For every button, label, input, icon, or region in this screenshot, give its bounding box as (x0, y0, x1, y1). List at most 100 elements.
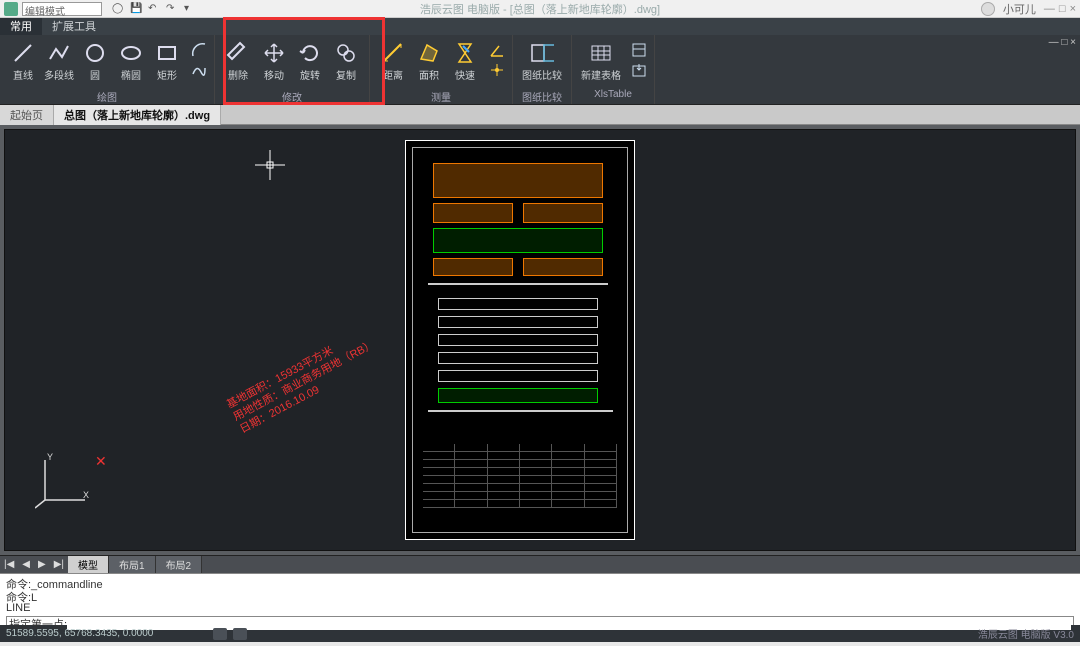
mode-dropdown[interactable]: 编辑模式 (22, 2, 102, 16)
tool-polyline[interactable]: 多段线 (42, 37, 76, 82)
tool-newtable-label: 新建表格 (581, 67, 621, 82)
version-label: 浩辰云图 电脑版 V3.0 (978, 626, 1074, 641)
tool-polyline-label: 多段线 (44, 67, 74, 82)
tool-ellipse[interactable]: 椭圆 (114, 37, 148, 82)
group-label-compare: 图纸比较 (522, 89, 562, 103)
layout-next-button[interactable]: ▶ (34, 559, 50, 570)
tool-erase[interactable]: 删除 (221, 37, 255, 82)
tool-circle-label: 圆 (90, 67, 100, 82)
draw-extra-tools (190, 37, 208, 79)
ribbon-group-measure: 距离 面积 快速 测量 (370, 35, 513, 104)
rotate-icon (298, 41, 322, 65)
quick-measure-icon (453, 41, 477, 65)
spline-icon[interactable] (190, 61, 208, 79)
maximize-button[interactable]: □ (1059, 3, 1066, 15)
qat-orb-icon[interactable]: ◯ (112, 3, 124, 15)
ribbon-tab-strip: 常用 扩展工具 (0, 18, 1080, 35)
tool-rect-label: 矩形 (157, 67, 177, 82)
grid-toggle-icon[interactable] (233, 628, 247, 640)
tool-compare-label: 图纸比较 (522, 67, 562, 82)
qat-dropdown-icon[interactable]: ▾ (184, 3, 196, 15)
close-button[interactable]: × (1070, 3, 1076, 15)
layout-tab-1[interactable]: 布局1 (109, 556, 156, 573)
tool-area[interactable]: 面积 (412, 37, 446, 82)
layout-prev-button[interactable]: ◀ (18, 559, 34, 570)
quick-access-toolbar: ◯ 💾 ↶ ↷ ▾ (112, 3, 196, 15)
tool-compare[interactable]: 图纸比较 (519, 37, 565, 82)
group-label-modify: 修改 (282, 89, 302, 103)
tool-rect[interactable]: 矩形 (150, 37, 184, 82)
command-history: 命令:_commandline 命令:L LINE 指定第一点: (0, 573, 1080, 625)
site-plan (405, 140, 635, 540)
drawing-canvas[interactable]: ✕ 基地面积：15933平方米 用地性质：商业商务用地（RB） 日期：2016.… (4, 129, 1076, 551)
tool-copy[interactable]: 复制 (329, 37, 363, 82)
line-icon (11, 41, 35, 65)
tab-extended-tools[interactable]: 扩展工具 (42, 17, 106, 35)
tool-dist[interactable]: 距离 (376, 37, 410, 82)
erase-icon (226, 41, 250, 65)
coordinates-display: 51589.5595, 65768.3435, 0.0000 (6, 628, 153, 639)
qat-redo-icon[interactable]: ↷ (166, 3, 178, 15)
cmd-line-2: 命令:L (6, 589, 1074, 602)
tool-quick[interactable]: 快速 (448, 37, 482, 82)
window-title: 浩辰云图 电脑版 - [总图（落上新地库轮廓）.dwg] (420, 1, 660, 17)
table-icon (589, 41, 613, 65)
table-extra-tools (630, 37, 648, 79)
arc-icon[interactable] (190, 41, 208, 59)
layout-tab-model[interactable]: 模型 (68, 556, 109, 573)
measure-extra-tools (488, 37, 506, 79)
ucs-icon: YX (35, 450, 95, 510)
tool-rotate[interactable]: 旋转 (293, 37, 327, 82)
minimize-button[interactable]: — (1044, 3, 1055, 15)
app-logo-icon (4, 2, 18, 16)
group-label-draw: 绘图 (97, 89, 117, 103)
annotation-text: 基地面积：15933平方米 用地性质：商业商务用地（RB） 日期：2016.10… (224, 325, 383, 436)
table-edit-icon[interactable] (630, 41, 648, 59)
cmd-line-3: LINE (6, 602, 1074, 615)
id-icon[interactable] (488, 61, 506, 79)
layout-tab-strip: |◀ ◀ ▶ ▶| 模型 布局1 布局2 (0, 555, 1080, 573)
copy-icon (334, 41, 358, 65)
ribbon-group-draw: 直线 多段线 圆 椭圆 矩形 绘图 (0, 35, 215, 104)
tool-dist-label: 距离 (383, 67, 403, 82)
qat-save-icon[interactable]: 💾 (130, 3, 142, 15)
command-input-row: 指定第一点: (6, 616, 1074, 631)
tool-quick-label: 快速 (455, 67, 475, 82)
area-icon (417, 41, 441, 65)
group-label-measure: 测量 (431, 89, 451, 103)
tool-ellipse-label: 椭圆 (121, 67, 141, 82)
ellipse-icon (119, 41, 143, 65)
doc-tab-start[interactable]: 起始页 (0, 105, 54, 125)
tool-line[interactable]: 直线 (6, 37, 40, 82)
ribbon-collapse-button[interactable]: — □ × (1049, 37, 1076, 48)
tool-move-label: 移动 (264, 67, 284, 82)
layout-tab-2[interactable]: 布局2 (156, 556, 203, 573)
qat-undo-icon[interactable]: ↶ (148, 3, 160, 15)
rect-icon (155, 41, 179, 65)
ribbon: — □ × 直线 多段线 圆 椭圆 矩形 (0, 35, 1080, 105)
user-name[interactable]: 小可儿 (1003, 1, 1036, 17)
tool-copy-label: 复制 (336, 67, 356, 82)
document-tabs: 起始页 总图（落上新地库轮廓）.dwg (0, 105, 1080, 125)
tab-common[interactable]: 常用 (0, 17, 42, 35)
snap-toggle-icon[interactable] (213, 628, 227, 640)
tool-erase-label: 删除 (228, 67, 248, 82)
status-toggles (213, 628, 247, 640)
canvas-container: ✕ 基地面积：15933平方米 用地性质：商业商务用地（RB） 日期：2016.… (0, 125, 1080, 555)
tool-circle[interactable]: 圆 (78, 37, 112, 82)
tool-move[interactable]: 移动 (257, 37, 291, 82)
tool-newtable[interactable]: 新建表格 (578, 37, 624, 82)
tool-rotate-label: 旋转 (300, 67, 320, 82)
user-avatar-icon[interactable] (981, 2, 995, 16)
angle-icon[interactable] (488, 41, 506, 59)
move-icon (262, 41, 286, 65)
doc-tab-file[interactable]: 总图（落上新地库轮廓）.dwg (54, 105, 221, 125)
compare-icon (530, 41, 554, 65)
distance-icon (381, 41, 405, 65)
layout-first-button[interactable]: |◀ (0, 559, 18, 570)
svg-text:X: X (83, 490, 89, 500)
layout-last-button[interactable]: ▶| (50, 559, 68, 570)
table-export-icon[interactable] (630, 61, 648, 79)
ribbon-group-compare: 图纸比较 图纸比较 (513, 35, 572, 104)
drawing-border (412, 147, 628, 533)
